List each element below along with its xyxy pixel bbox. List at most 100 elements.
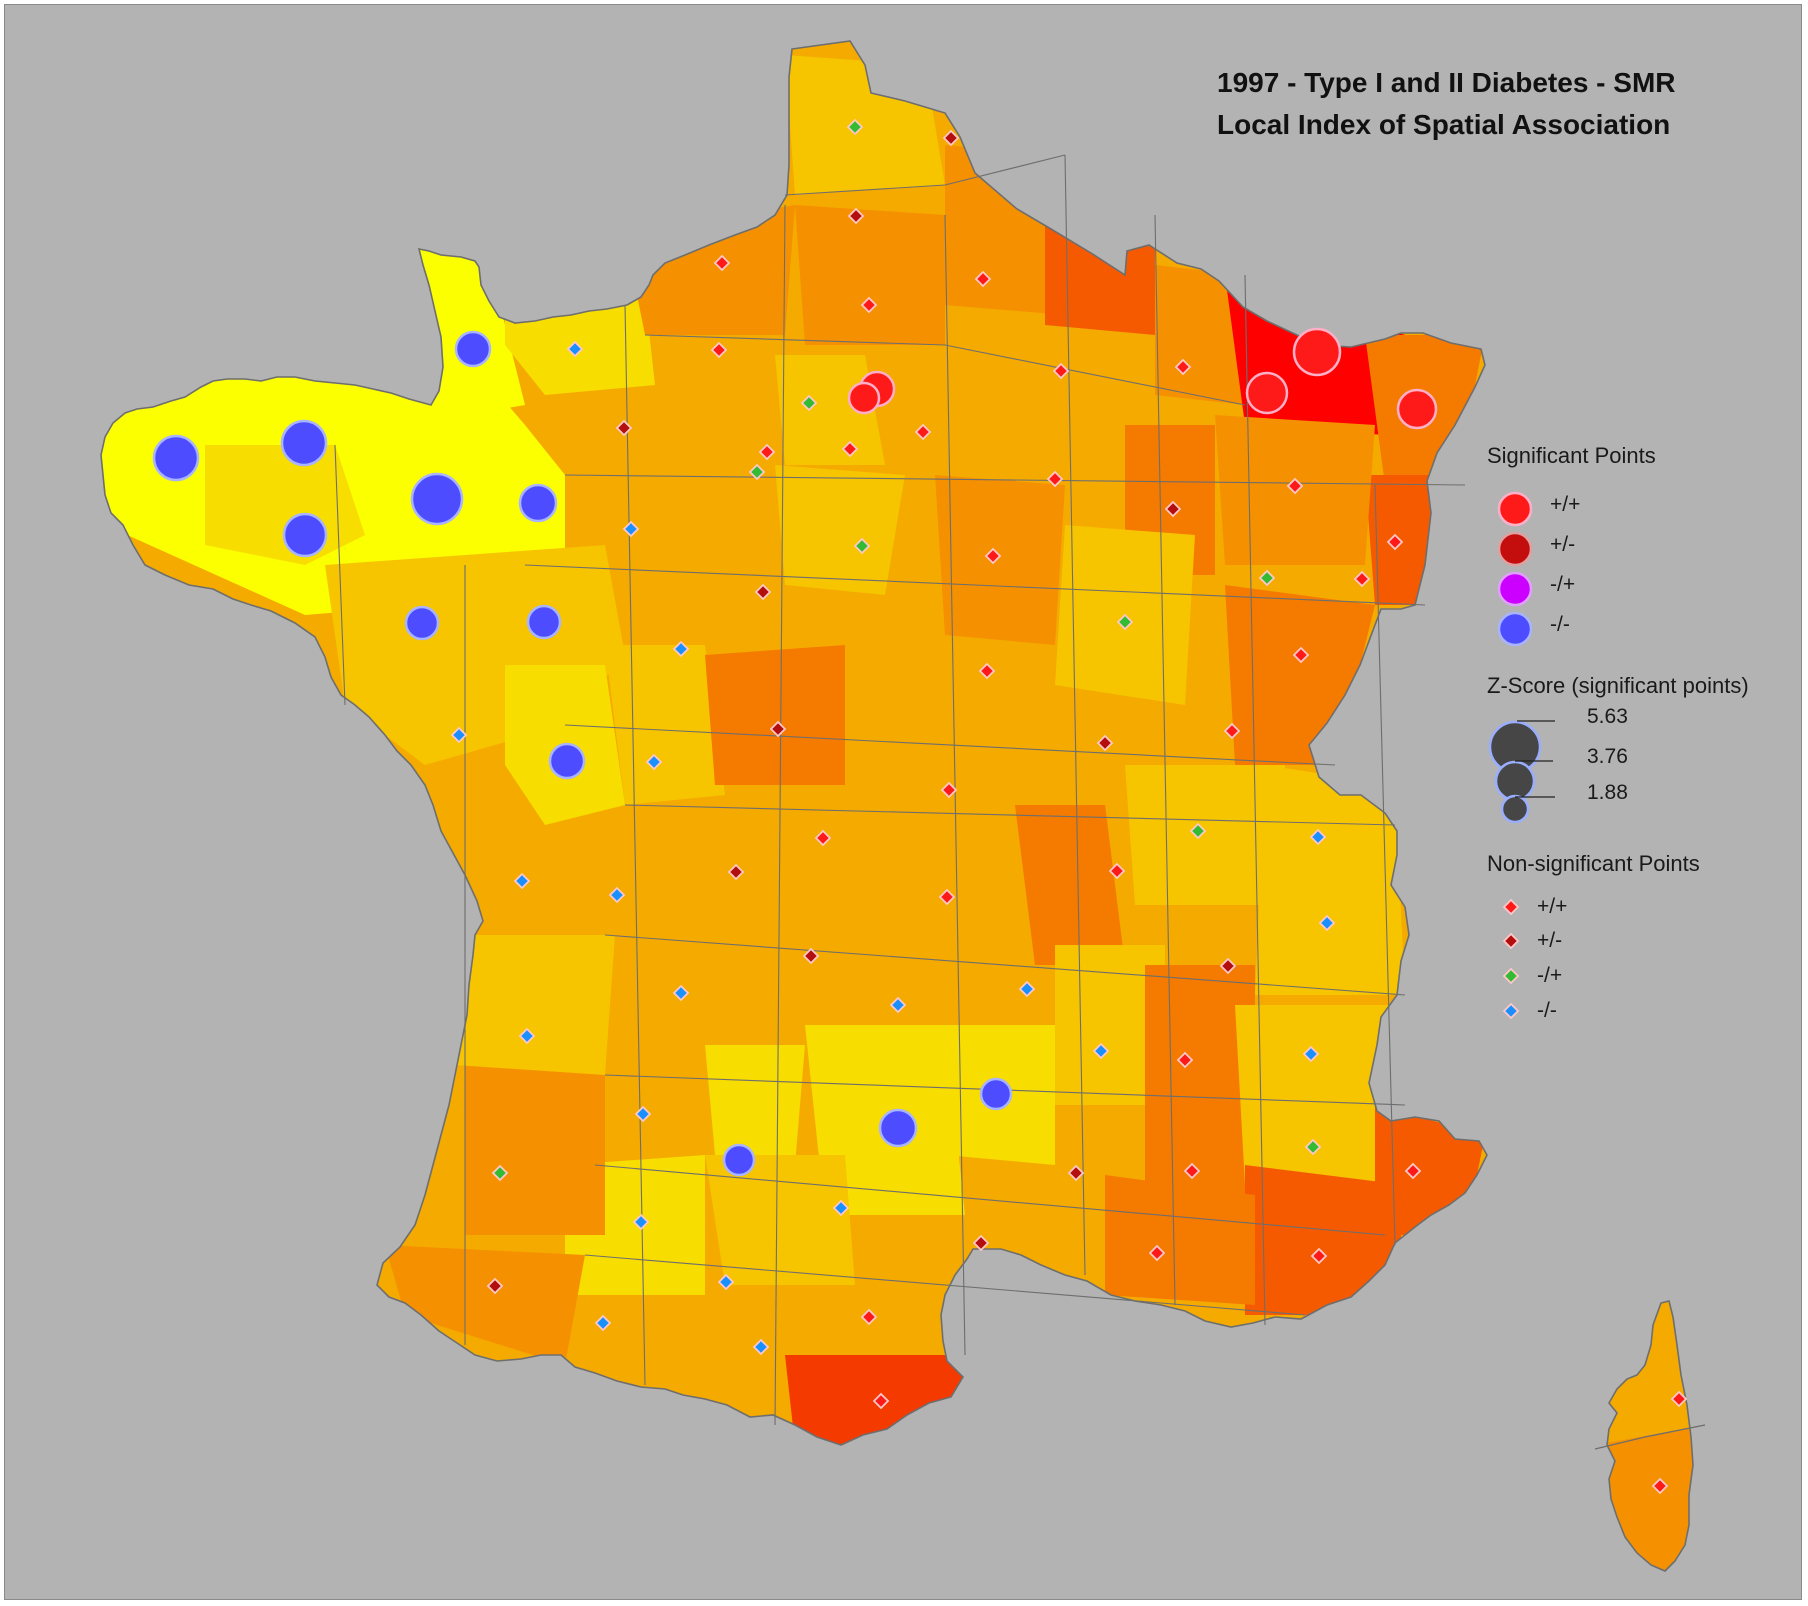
legend-nonsignificant-heading: Non-significant Points [1487, 851, 1700, 876]
nonsig-point-mp [846, 118, 864, 136]
nonsig-point-pp [814, 829, 832, 847]
nonsig-point-mm [717, 1273, 735, 1291]
department-border [564, 474, 1466, 486]
department-border [774, 204, 786, 1426]
department-region [1015, 805, 1125, 965]
legend-sig-symbol-pp [1497, 491, 1533, 527]
legend-zscore-circle [1500, 794, 1530, 824]
department-border [594, 1164, 1386, 1236]
legend-zscore-value-mid: 3.76 [1587, 745, 1628, 768]
department-region [1145, 965, 1255, 1205]
nonsig-point-pp [1108, 862, 1126, 880]
map-title-line-1: 1997 - Type I and II Diabetes - SMR [1217, 67, 1676, 98]
department-border [604, 934, 1406, 996]
legend-nonsig-symbol-mm [1502, 1002, 1520, 1020]
nonsig-point-mm [672, 640, 690, 658]
nonsig-point-pp [1651, 1477, 1669, 1495]
legend-significant-heading: Significant Points [1487, 443, 1656, 468]
department-region [1365, 475, 1445, 605]
nonsig-point-mp [1189, 822, 1207, 840]
department-border [334, 444, 346, 706]
department-border [624, 804, 1396, 826]
department-border [1154, 214, 1176, 1306]
significant-point-mm [526, 604, 562, 640]
significant-point-mm [454, 330, 492, 368]
nonsig-point-pp [1148, 1244, 1166, 1262]
department-region [1235, 1005, 1405, 1185]
department-region [465, 1065, 605, 1235]
nonsig-point-pp [713, 254, 731, 272]
nonsig-point-pm [972, 1234, 990, 1252]
department-region [705, 1155, 855, 1285]
department-border [644, 334, 1246, 406]
department-region [795, 205, 945, 345]
legend-zscore-value-min: 1.88 [1587, 781, 1628, 804]
nonsig-point-pp [1176, 1051, 1194, 1069]
significant-point-pp [1245, 371, 1289, 415]
department-region [775, 355, 885, 465]
legend-zscore-heading: Z-Score (significant points) [1487, 673, 1749, 698]
significant-point-mm [282, 512, 328, 558]
significant-point-mm [152, 434, 200, 482]
department-region [625, 205, 795, 335]
nonsig-point-pp [1286, 477, 1304, 495]
legend-sig-label-mp: -/+ [1550, 573, 1576, 596]
department-border [784, 154, 1066, 196]
nonsig-point-pp [710, 341, 728, 359]
nonsig-point-mm [1318, 914, 1336, 932]
legend-sig-symbol-pm [1497, 531, 1533, 567]
nonsig-point-mm [752, 1338, 770, 1356]
nonsig-point-mm [622, 520, 640, 538]
france-outline [100, 40, 1488, 1446]
nonsig-point-pm [754, 583, 772, 601]
nonsig-point-mp [1116, 613, 1134, 631]
department-region [1125, 765, 1285, 905]
legend-nonsig-label-mp: -/+ [1537, 964, 1563, 987]
nonsig-point-mp [800, 394, 818, 412]
nonsig-point-mm [832, 1199, 850, 1217]
department-region [775, 465, 905, 595]
nonsig-point-pp [860, 1308, 878, 1326]
department-region [1255, 765, 1405, 995]
nonsig-point-pm [942, 129, 960, 147]
nonsig-point-pp [1223, 722, 1241, 740]
map-frame: 1997 - Type I and II Diabetes - SMR Loca… [4, 4, 1802, 1600]
department-region [205, 445, 365, 565]
department-region [1045, 205, 1155, 335]
nonsig-point-pp [758, 443, 776, 461]
nonsig-point-mm [450, 726, 468, 744]
department-region [1105, 1175, 1255, 1305]
nonsig-point-mm [1302, 1045, 1320, 1063]
department-region [1245, 1165, 1405, 1315]
nonsig-point-mm [889, 996, 907, 1014]
department-border [584, 1254, 1306, 1316]
department-region [1225, 585, 1375, 765]
legend-nonsig-symbol-pp [1502, 898, 1520, 916]
nonsig-point-mm [513, 872, 531, 890]
nonsig-point-pp [860, 296, 878, 314]
nonsig-point-pm [769, 720, 787, 738]
significant-point-mm [722, 1143, 756, 1177]
significant-point-mm [979, 1077, 1013, 1111]
department-region [705, 645, 845, 785]
legend-nonsig-label-pp: +/+ [1537, 895, 1568, 918]
nonsig-point-mm [1018, 980, 1036, 998]
legend-sig-symbol-mm [1497, 611, 1533, 647]
nonsig-point-pp [1386, 533, 1404, 551]
nonsig-point-pp [974, 270, 992, 288]
significant-point-pp [1292, 327, 1342, 377]
nonsig-point-pm [615, 419, 633, 437]
significant-point-mm [410, 472, 464, 526]
significant-point-mm [404, 605, 440, 641]
department-region [385, 1245, 585, 1365]
nonsig-point-pp [1046, 470, 1064, 488]
nonsig-point-pp [872, 1392, 890, 1410]
nonsig-point-pm [727, 863, 745, 881]
legend-sig-label-mm: -/- [1550, 613, 1570, 636]
nonsig-point-pm [1219, 957, 1237, 975]
department-border [1244, 274, 1266, 1326]
corsica-regions [1607, 1301, 1693, 1571]
nonsig-point-mp [1304, 1138, 1322, 1156]
significant-point-pp [1396, 388, 1438, 430]
department-border [1064, 154, 1086, 1276]
